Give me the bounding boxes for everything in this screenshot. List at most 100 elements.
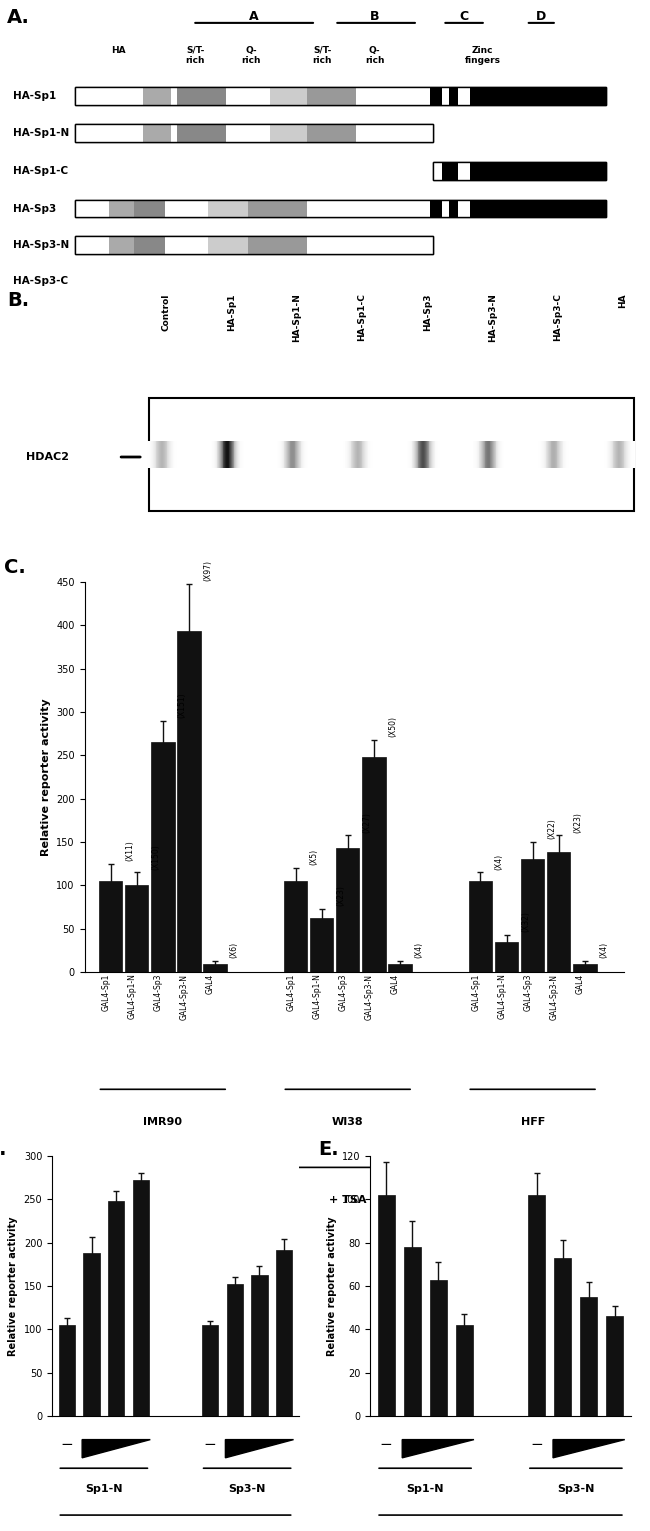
Bar (553, 441, 554, 467)
Bar (226, 87, 270, 106)
Bar (355, 441, 356, 467)
Bar (547, 853, 571, 972)
Bar (470, 162, 606, 179)
Bar (433, 441, 434, 467)
Text: HA-Sp3-C: HA-Sp3-C (553, 294, 562, 341)
Text: HA-Sp3-C: HA-Sp3-C (13, 276, 68, 286)
Bar (422, 441, 424, 467)
Bar (414, 441, 415, 467)
Text: (X50): (X50) (388, 717, 397, 736)
Bar (493, 441, 494, 467)
Bar (172, 441, 174, 467)
Bar (528, 1194, 545, 1416)
Bar (365, 441, 366, 467)
Bar (486, 441, 487, 467)
Text: HA-Sp1-N: HA-Sp1-N (13, 127, 70, 138)
Bar (75, 124, 433, 141)
Bar (618, 441, 619, 467)
Text: + TSA: + TSA (329, 1194, 367, 1205)
Bar (346, 441, 347, 467)
Bar (304, 441, 305, 467)
Bar (353, 441, 354, 467)
Bar (208, 199, 248, 217)
Bar (203, 963, 227, 972)
Bar (125, 885, 148, 972)
Bar (75, 236, 109, 254)
Text: D.: D. (0, 1141, 6, 1159)
Bar (352, 441, 353, 467)
Text: −: − (203, 1438, 216, 1451)
Bar (360, 441, 361, 467)
Bar (227, 1285, 243, 1416)
Bar (617, 441, 618, 467)
Bar (294, 441, 296, 467)
Text: HFF: HFF (521, 1116, 545, 1127)
Bar (609, 441, 610, 467)
Bar (230, 441, 231, 467)
Bar (610, 441, 611, 467)
Text: S/T-
rich: S/T- rich (186, 46, 205, 64)
Bar (458, 199, 470, 217)
Bar (354, 441, 355, 467)
Bar (227, 441, 228, 467)
Bar (147, 441, 148, 467)
Text: (X27): (X27) (362, 811, 371, 833)
Text: IMR90: IMR90 (143, 1116, 182, 1127)
Bar (631, 441, 632, 467)
Bar (603, 441, 604, 467)
Bar (549, 441, 550, 467)
Bar (420, 441, 421, 467)
Bar (148, 441, 149, 467)
Bar (306, 441, 307, 467)
Bar (630, 441, 631, 467)
Bar (378, 1194, 395, 1416)
Text: HA-Sp1-C: HA-Sp1-C (13, 165, 68, 176)
Text: WI38: WI38 (332, 1116, 363, 1127)
Bar (366, 441, 367, 467)
Bar (276, 1249, 292, 1416)
Bar (75, 87, 606, 106)
Bar (484, 441, 486, 467)
Bar (413, 441, 414, 467)
Bar (431, 441, 432, 467)
Text: (X4): (X4) (495, 854, 504, 870)
Bar (364, 441, 365, 467)
Bar (458, 271, 470, 289)
Bar (349, 441, 350, 467)
Bar (539, 441, 540, 467)
Bar (569, 441, 570, 467)
Bar (371, 441, 372, 467)
Bar (489, 441, 491, 467)
Bar (433, 162, 606, 179)
Bar (297, 441, 298, 467)
Bar (544, 441, 545, 467)
Bar (500, 441, 502, 467)
Bar (573, 963, 597, 972)
Text: (X23): (X23) (336, 885, 345, 906)
Text: Sp3-N: Sp3-N (228, 1484, 266, 1494)
Bar (494, 441, 495, 467)
Bar (616, 441, 617, 467)
Bar (285, 441, 286, 467)
Bar (540, 441, 541, 467)
Text: (X150): (X150) (151, 844, 160, 870)
Bar (170, 441, 171, 467)
Bar (558, 441, 559, 467)
Text: B.: B. (7, 291, 29, 309)
Bar (226, 441, 227, 467)
Bar (561, 441, 562, 467)
Bar (174, 441, 175, 467)
Bar (224, 441, 225, 467)
Bar (243, 441, 244, 467)
Bar (408, 441, 409, 467)
Bar (604, 441, 605, 467)
Text: (X22): (X22) (547, 819, 556, 839)
Bar (291, 441, 292, 467)
Bar (409, 441, 410, 467)
Bar (448, 87, 458, 106)
Bar (310, 917, 333, 972)
Bar (277, 441, 278, 467)
Bar (443, 162, 448, 179)
Bar (215, 441, 216, 467)
Bar (108, 1200, 124, 1416)
